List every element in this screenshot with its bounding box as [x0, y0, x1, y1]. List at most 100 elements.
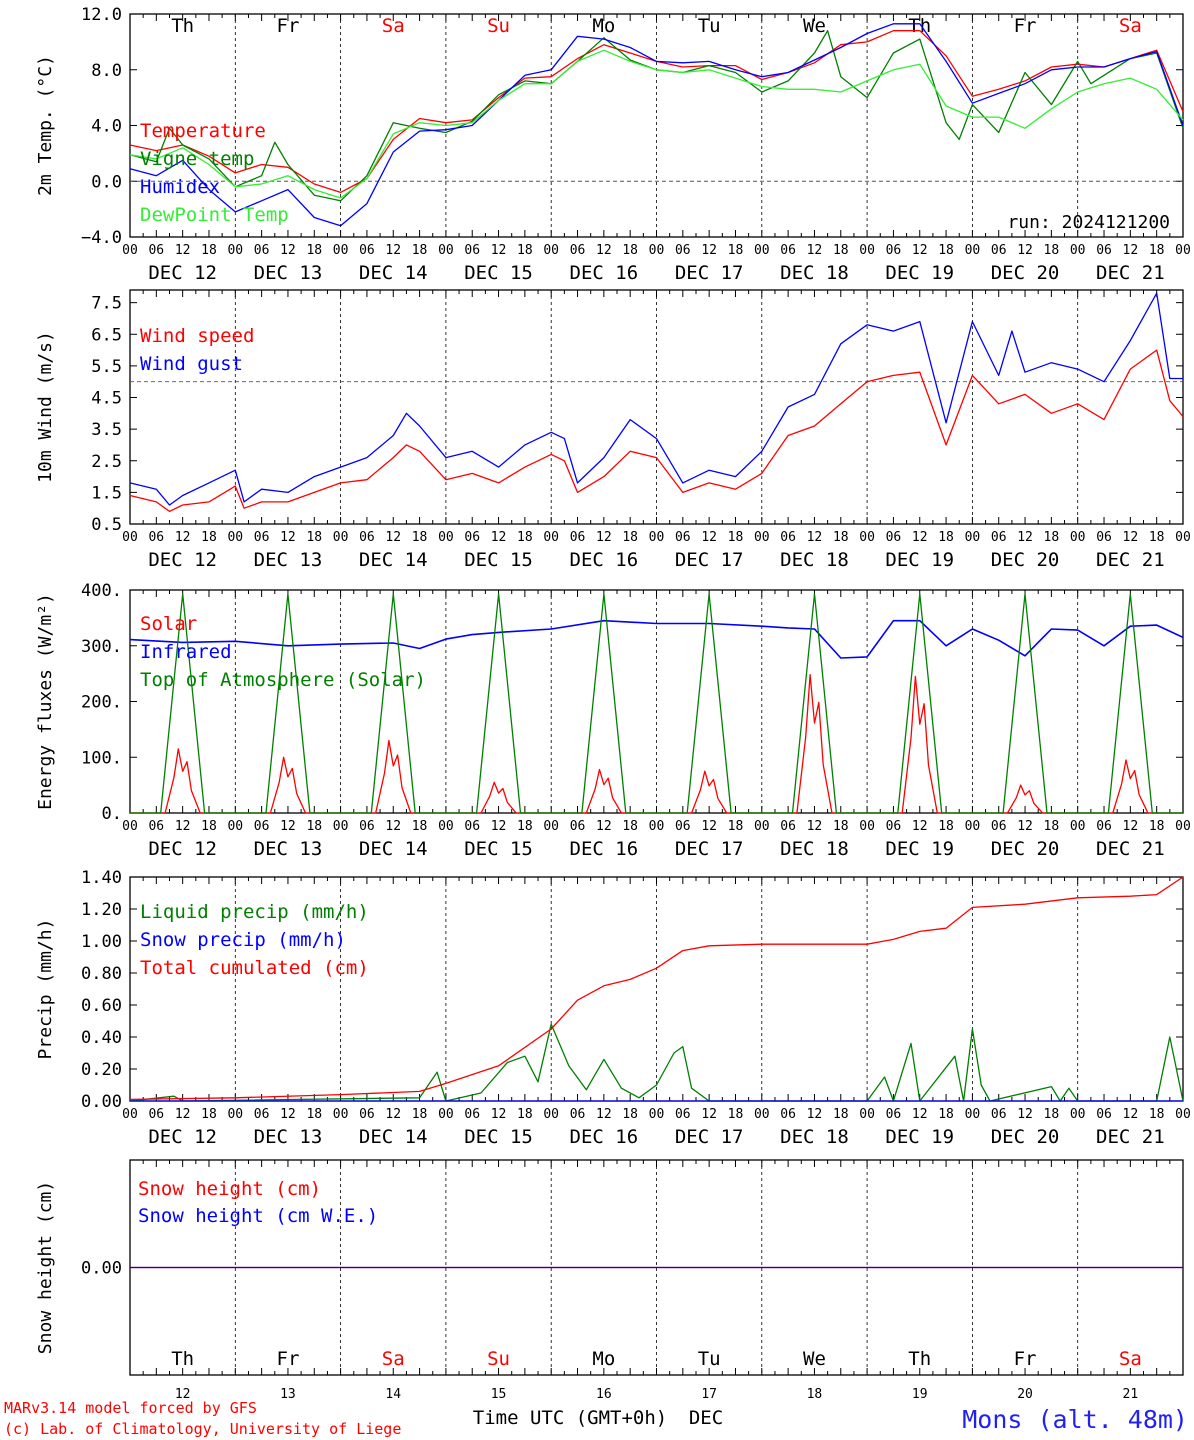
date-label: DEC 15 [464, 262, 533, 284]
date-label: DEC 20 [991, 549, 1060, 571]
y-tick-label: 200. [81, 693, 122, 713]
x-hour-label: 18 [517, 243, 533, 258]
x-hour-label: 06 [886, 819, 902, 834]
legend-entry: Vigne temp [140, 148, 254, 170]
x-hour-label: 06 [464, 1107, 480, 1122]
date-label: DEC 21 [1096, 549, 1165, 571]
x-hour-label: 12 [175, 530, 191, 545]
date-label: DEC 19 [885, 262, 954, 284]
x-hour-label: 00 [859, 1107, 875, 1122]
legend-entry: Solar [140, 613, 197, 635]
date-label: DEC 17 [675, 262, 744, 284]
x-hour-label: 18 [412, 530, 428, 545]
x-hour-label: 18 [201, 530, 217, 545]
x-hour-label: 06 [1096, 243, 1112, 258]
y-tick-label: 4.0 [91, 117, 122, 137]
legend-entry: Wind speed [140, 325, 254, 347]
footer: MARv3.14 model forced by GFS (c) Lab. of… [4, 1399, 1188, 1438]
x-hour-label: 12 [385, 530, 401, 545]
day-number-label: 16 [596, 1387, 612, 1402]
x-hour-label: 00 [649, 530, 665, 545]
legend-entry: Liquid precip (mm/h) [140, 901, 369, 923]
x-hour-label: 06 [675, 1107, 691, 1122]
x-hour-label: 18 [306, 243, 322, 258]
date-label: DEC 12 [148, 549, 217, 571]
day-number-label: 12 [175, 1387, 191, 1402]
y-tick-label: 2.5 [91, 452, 122, 472]
date-label: DEC 19 [885, 838, 954, 860]
x-hour-label: 12 [1017, 530, 1033, 545]
date-label: DEC 14 [359, 262, 428, 284]
x-hour-label: 18 [938, 819, 954, 834]
x-hour-label: 12 [1123, 1107, 1139, 1122]
date-label: DEC 16 [570, 549, 639, 571]
y-tick-label: 6.5 [91, 325, 122, 345]
y-tick-label: 4.5 [91, 389, 122, 409]
x-hour-label: 00 [438, 1107, 454, 1122]
x-hour-label: 18 [306, 819, 322, 834]
date-label: DEC 13 [254, 549, 323, 571]
y-tick-label: 0.0 [91, 172, 122, 192]
x-hour-label: 00 [333, 530, 349, 545]
x-hour-label: 06 [886, 243, 902, 258]
series-line-liquid-precip-mm-h- [129, 1023, 1184, 1102]
x-hour-label: 00 [122, 1107, 138, 1122]
x-hour-label: 18 [938, 530, 954, 545]
weekday-label: We [803, 1348, 826, 1370]
weekday-label: We [803, 15, 826, 37]
y-tick-label: 100. [81, 748, 122, 768]
x-hour-label: 00 [649, 819, 665, 834]
x-hour-label: 12 [491, 243, 507, 258]
x-hour-label: 00 [438, 530, 454, 545]
day-number-label: 17 [701, 1387, 717, 1402]
x-hour-label: 12 [385, 1107, 401, 1122]
x-hour-label: 00 [1070, 1107, 1086, 1122]
legend-entry: Snow height (cm W.E.) [138, 1205, 378, 1227]
y-tick-label: 5.5 [91, 357, 122, 377]
run-annotation: run: 2024121200 [1007, 212, 1170, 233]
x-hour-label: 00 [754, 530, 770, 545]
date-label: DEC 13 [254, 1126, 323, 1148]
x-hour-label: 00 [122, 243, 138, 258]
date-label: DEC 17 [675, 1126, 744, 1148]
x-hour-label: 12 [1123, 819, 1139, 834]
x-hour-label: 06 [675, 530, 691, 545]
x-hour-label: 06 [464, 819, 480, 834]
x-hour-label: 00 [1175, 530, 1191, 545]
x-hour-label: 06 [780, 1107, 796, 1122]
x-hour-label: 18 [938, 1107, 954, 1122]
x-hour-label: 12 [807, 819, 823, 834]
x-hour-label: 06 [359, 243, 375, 258]
x-hour-label: 00 [859, 530, 875, 545]
date-label: DEC 20 [991, 838, 1060, 860]
date-label: DEC 19 [885, 1126, 954, 1148]
x-hour-label: 18 [622, 530, 638, 545]
x-hour-label: 00 [649, 1107, 665, 1122]
y-tick-label: 0. [102, 804, 122, 824]
weekday-label: Fr [277, 1348, 300, 1370]
x-hour-label: 12 [1123, 530, 1139, 545]
x-hour-label: 12 [385, 243, 401, 258]
legend-entry: Snow precip (mm/h) [140, 929, 346, 951]
x-hour-label: 06 [780, 530, 796, 545]
x-hour-label: 12 [175, 243, 191, 258]
x-hour-label: 12 [491, 530, 507, 545]
x-hour-label: 18 [833, 530, 849, 545]
date-label: DEC 15 [464, 1126, 533, 1148]
x-hour-label: 18 [728, 1107, 744, 1122]
x-hour-label: 06 [570, 243, 586, 258]
date-label: DEC 12 [148, 1126, 217, 1148]
date-label: DEC 16 [570, 1126, 639, 1148]
x-hour-label: 12 [912, 530, 928, 545]
x-hour-label: 06 [780, 819, 796, 834]
x-axis-month-label: DEC [689, 1407, 723, 1429]
weekday-label: Su [487, 15, 510, 37]
date-label: DEC 14 [359, 838, 428, 860]
x-hour-label: 12 [807, 530, 823, 545]
weekday-label: Sa [1119, 15, 1142, 37]
y-tick-label: 400. [81, 581, 122, 601]
x-hour-label: 06 [886, 530, 902, 545]
x-hour-label: 18 [1149, 819, 1165, 834]
date-label: DEC 21 [1096, 1126, 1165, 1148]
